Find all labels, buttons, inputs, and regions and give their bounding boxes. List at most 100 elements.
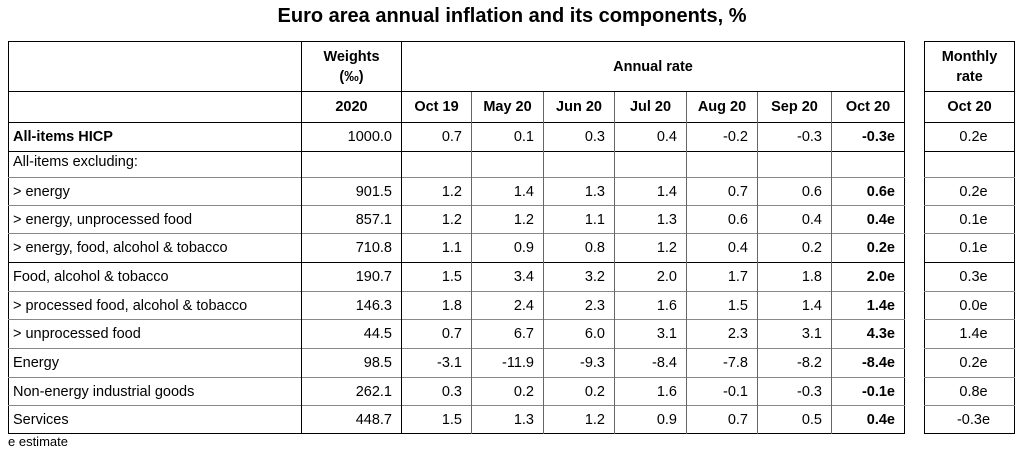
monthly-month-header: Oct 20: [924, 91, 1015, 123]
corner-cell: [8, 41, 302, 92]
value-cell: 2.3: [543, 291, 615, 320]
weight-cell: 857.1: [301, 205, 402, 234]
monthly-value-cell: 0.8e: [924, 377, 1015, 406]
value-cell: 0.6: [757, 177, 832, 206]
monthly-value-cell: [924, 151, 1015, 178]
value-cell: 6.0: [543, 319, 615, 349]
value-cell: 1.8: [757, 262, 832, 292]
row-label: All-items HICP: [8, 122, 302, 152]
weights-header-line1: Weights: [323, 48, 380, 65]
monthly-row: 0.1e: [924, 205, 1015, 234]
row-label: > processed food, alcohol & tobacco: [8, 291, 302, 320]
value-cell: 1.4e: [831, 291, 905, 320]
value-cell: 1.2: [543, 405, 615, 434]
value-cell: 1.4: [614, 177, 687, 206]
value-cell: 1.8: [401, 291, 472, 320]
value-cell: 0.7: [401, 122, 472, 152]
value-cell: [686, 151, 758, 178]
value-cell: -8.4e: [831, 348, 905, 378]
monthly-rate-table: Monthly rate Oct 20 0.2e 0.2e 0.1e 0.1e 0.3e 0.0…: [924, 41, 1015, 434]
corner-cell-2: [8, 91, 302, 123]
table-row: > energy, unprocessed food 857.1 1.2 1.2 1.1…: [8, 205, 905, 234]
weight-cell: 98.5: [301, 348, 402, 378]
value-cell: 2.4: [471, 291, 544, 320]
monthly-value-cell: 1.4e: [924, 319, 1015, 349]
value-cell: 0.4e: [831, 405, 905, 434]
value-cell: [757, 151, 832, 178]
table-row: Non-energy industrial goods 262.1 0.3 0.2 0.…: [8, 377, 905, 406]
value-cell: -11.9: [471, 348, 544, 378]
value-cell: 0.3: [401, 377, 472, 406]
monthly-row: 0.8e: [924, 377, 1015, 406]
monthly-value-cell: -0.3e: [924, 405, 1015, 434]
value-cell: [471, 151, 544, 178]
value-cell: 2.0e: [831, 262, 905, 292]
table-row: All-items excluding:: [8, 151, 905, 178]
inflation-table: Weights (‰) Annual rate 2020 Oct 19 May 20 Jun…: [8, 41, 905, 434]
value-cell: 1.6: [614, 377, 687, 406]
monthly-value-cell: 0.2e: [924, 122, 1015, 152]
weights-header-line2: (‰): [339, 68, 364, 85]
value-cell: 1.2: [471, 205, 544, 234]
weight-cell: 710.8: [301, 233, 402, 263]
month-header: Aug 20: [686, 91, 758, 123]
header-row-2: 2020 Oct 19 May 20 Jun 20 Jul 20 Aug 20 Sep 20…: [8, 91, 905, 123]
row-label: > energy, food, alcohol & tobacco: [8, 233, 302, 263]
value-cell: 1.3: [471, 405, 544, 434]
monthly-row: 0.2e: [924, 348, 1015, 378]
month-header: Oct 19: [401, 91, 472, 123]
monthly-value-cell: 0.2e: [924, 177, 1015, 206]
table-row: Food, alcohol & tobacco 190.7 1.5 3.4 3.2 2.0…: [8, 262, 905, 292]
table-row: Services 448.7 1.5 1.3 1.2 0.9 0.7 0.5 0.4e: [8, 405, 905, 434]
month-header: Jun 20: [543, 91, 615, 123]
table-row: Energy 98.5 -3.1 -11.9 -9.3 -8.4 -7.8 -8.2 -8.4e: [8, 348, 905, 378]
weight-cell: 146.3: [301, 291, 402, 320]
monthly-row: -0.3e: [924, 405, 1015, 434]
table-row: > processed food, alcohol & tobacco 146.3…: [8, 291, 905, 320]
value-cell: 1.4: [757, 291, 832, 320]
table-row: All-items HICP 1000.0 0.7 0.1 0.3 0.4 -0.2 -0.3…: [8, 122, 905, 152]
monthly-header-line1: Monthly: [941, 48, 998, 65]
value-cell: 0.9: [471, 233, 544, 263]
monthly-value-cell: 0.1e: [924, 205, 1015, 234]
monthly-row: 0.0e: [924, 291, 1015, 320]
table-row: > energy 901.5 1.2 1.4 1.3 1.4 0.7 0.6 0.6e: [8, 177, 905, 206]
value-cell: 6.7: [471, 319, 544, 349]
value-cell: -9.3: [543, 348, 615, 378]
month-header: Oct 20: [831, 91, 905, 123]
value-cell: 3.4: [471, 262, 544, 292]
value-cell: 2.3: [686, 319, 758, 349]
weight-cell: 1000.0: [301, 122, 402, 152]
weight-cell: 448.7: [301, 405, 402, 434]
weight-cell: 44.5: [301, 319, 402, 349]
value-cell: -0.1: [686, 377, 758, 406]
monthly-rate-header: Monthly rate: [925, 42, 1015, 92]
weights-year: 2020: [301, 91, 402, 123]
monthly-row: [924, 151, 1015, 178]
footnote: e estimate: [8, 434, 68, 449]
header-row-1: Weights (‰) Annual rate: [8, 41, 905, 92]
row-label: > unprocessed food: [8, 319, 302, 349]
annual-rate-header: Annual rate: [613, 58, 693, 75]
row-label: All-items excluding:: [8, 151, 302, 178]
monthly-value-cell: 0.0e: [924, 291, 1015, 320]
value-cell: 0.4e: [831, 205, 905, 234]
value-cell: -8.2: [757, 348, 832, 378]
value-cell: 3.2: [543, 262, 615, 292]
value-cell: 1.2: [614, 233, 687, 263]
table-row: > energy, food, alcohol & tobacco 710.8 1.…: [8, 233, 905, 263]
row-label: > energy: [8, 177, 302, 206]
value-cell: 0.2: [757, 233, 832, 263]
value-cell: 0.6: [686, 205, 758, 234]
value-cell: 4.3e: [831, 319, 905, 349]
monthly-header-row-2: Oct 20: [924, 91, 1015, 123]
monthly-row: 0.3e: [924, 262, 1015, 292]
value-cell: [614, 151, 687, 178]
value-cell: 1.4: [471, 177, 544, 206]
value-cell: 2.0: [614, 262, 687, 292]
value-cell: 0.1: [471, 122, 544, 152]
row-label: Food, alcohol & tobacco: [8, 262, 302, 292]
value-cell: 0.8: [543, 233, 615, 263]
value-cell: 1.5: [401, 262, 472, 292]
row-label: Energy: [8, 348, 302, 378]
